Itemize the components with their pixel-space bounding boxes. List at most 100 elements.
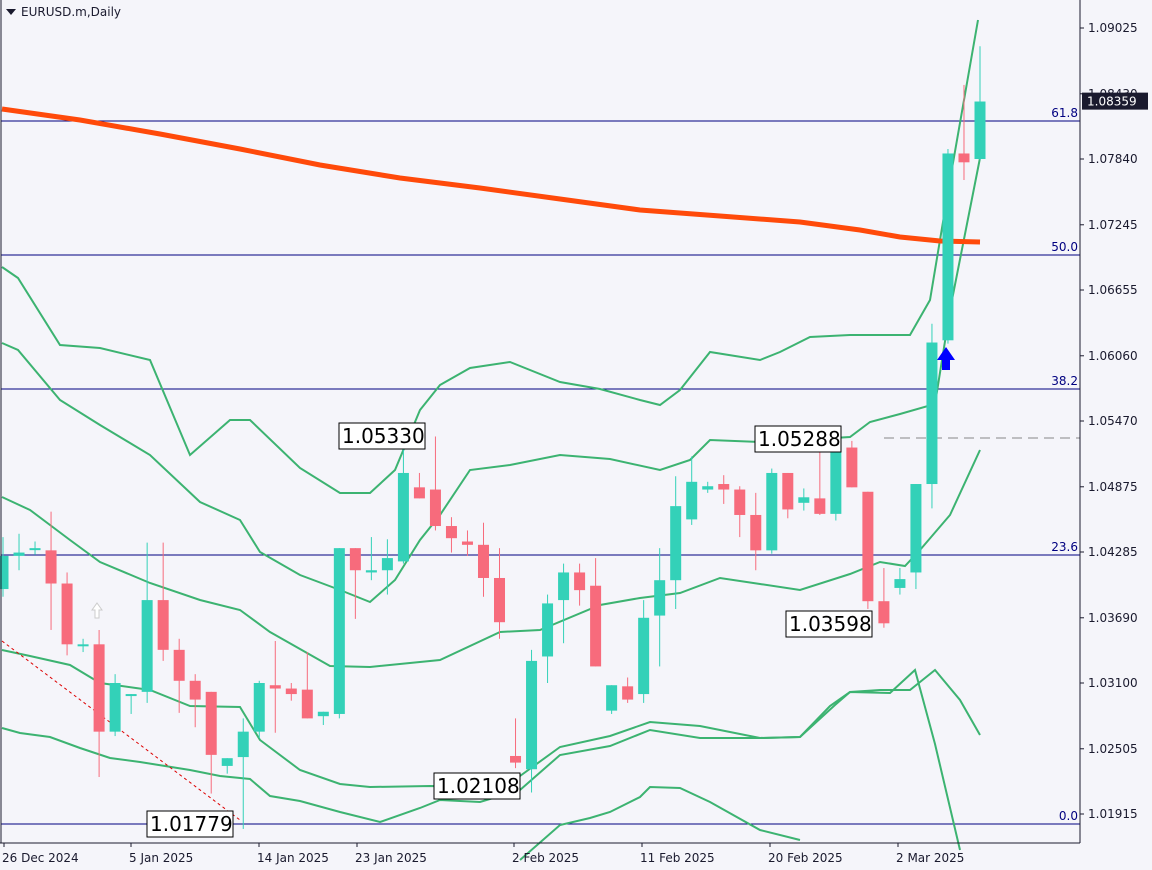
bull-candle xyxy=(333,548,345,714)
bull-candle xyxy=(141,600,153,692)
bull-candle xyxy=(109,683,121,732)
current-price-label: 1.08359 xyxy=(1087,95,1137,109)
price-tick-label: 1.05470 xyxy=(1088,414,1138,428)
bull-candle xyxy=(253,683,265,732)
fib-level-label: 61.8 xyxy=(1051,106,1078,120)
price-tick-label: 1.07245 xyxy=(1088,218,1138,232)
signal-arrows xyxy=(91,347,955,619)
price-tick-label: 1.06060 xyxy=(1088,349,1138,363)
price-label-box xyxy=(785,610,873,638)
bull-candle xyxy=(910,484,922,573)
bear-candle xyxy=(461,541,473,545)
buy-arrow-icon xyxy=(937,347,955,370)
price-tick-label: 1.09025 xyxy=(1088,21,1138,35)
time-tick-label: 26 Dec 2024 xyxy=(2,851,79,865)
bear-candle xyxy=(494,577,506,623)
dropdown-triangle-icon[interactable] xyxy=(6,9,16,15)
bull-candle xyxy=(397,472,409,562)
bear-candle xyxy=(413,487,425,499)
sell-arrow-icon xyxy=(91,602,103,619)
bull-candle xyxy=(702,486,714,490)
bull-candle xyxy=(317,711,329,717)
bull-candle xyxy=(77,644,89,647)
bull-candle xyxy=(830,445,842,514)
fib-level-label: 38.2 xyxy=(1051,374,1078,388)
bear-candle xyxy=(814,498,826,514)
bull-candle xyxy=(558,572,570,601)
bull-candle xyxy=(670,506,682,581)
bull-candle xyxy=(798,497,810,503)
price-tick-label: 1.03100 xyxy=(1088,676,1138,690)
bull-candle xyxy=(0,555,9,590)
price-label-text: 1.02108 xyxy=(437,774,520,798)
bear-candle xyxy=(285,688,297,695)
price-label-text: 1.03598 xyxy=(789,612,872,636)
time-tick-label: 14 Jan 2025 xyxy=(257,851,329,865)
bear-candle xyxy=(189,680,201,700)
time-tick-label: 5 Jan 2025 xyxy=(129,851,193,865)
price-tick-label: 1.02505 xyxy=(1088,742,1138,756)
bear-candle xyxy=(173,649,185,681)
bull-candle xyxy=(638,617,650,695)
trendline-dotted xyxy=(1,640,241,821)
time-tick-label: 11 Feb 2025 xyxy=(640,851,715,865)
bear-candle xyxy=(61,583,73,645)
price-tick-label: 1.07840 xyxy=(1088,152,1138,166)
bear-candle xyxy=(734,489,746,515)
time-axis[interactable]: 26 Dec 2024 5 Jan 2025 14 Jan 2025 23 Jan 2… xyxy=(2,843,964,865)
bear-candle xyxy=(477,544,489,578)
bull-candle xyxy=(237,731,249,758)
bollinger-bands xyxy=(1,19,981,861)
moving-average xyxy=(1,106,981,245)
bear-candle xyxy=(782,472,794,510)
price-tick-label: 1.04285 xyxy=(1088,545,1138,559)
price-tick-label: 1.06655 xyxy=(1088,283,1138,297)
price-tick-label: 1.01915 xyxy=(1088,807,1138,821)
price-label-box xyxy=(338,422,426,450)
price-label-text: 1.05330 xyxy=(342,424,425,448)
bull-candle xyxy=(606,685,618,711)
bear-candle xyxy=(622,686,634,700)
bull-candle xyxy=(926,342,938,485)
candlesticks xyxy=(0,46,986,829)
time-tick-label: 2 Mar 2025 xyxy=(896,851,964,865)
band-line xyxy=(1,449,981,669)
symbol-timeframe-label: EURUSD.m,Daily xyxy=(21,5,122,19)
bull-candle xyxy=(686,481,698,520)
bear-candle xyxy=(45,550,57,584)
price-axis[interactable]: 1.090251.084301.078401.072451.066551.060… xyxy=(1080,21,1148,821)
trendline xyxy=(1,640,241,821)
price-tick-label: 1.03690 xyxy=(1088,611,1138,625)
bull-candle xyxy=(654,580,666,616)
bull-candle xyxy=(942,153,954,341)
price-tick-label: 1.04875 xyxy=(1088,480,1138,494)
ma-line xyxy=(1,106,981,245)
bull-candle xyxy=(365,570,377,573)
band-line xyxy=(1,157,981,604)
chart-title[interactable]: EURUSD.m,Daily xyxy=(6,5,121,19)
time-tick-label: 23 Jan 2025 xyxy=(355,851,427,865)
bull-candle xyxy=(29,548,41,551)
bull-candle xyxy=(13,552,25,556)
bear-candle xyxy=(590,585,602,667)
bear-candle xyxy=(429,489,441,527)
price-label-box xyxy=(754,425,842,453)
fib-level-label: 0.0 xyxy=(1059,809,1078,823)
band-line xyxy=(519,785,801,861)
time-tick-label: 2 Feb 2025 xyxy=(512,851,579,865)
price-annotations: 1.05330 1.05288 1.03598 1.02108 1.01779 xyxy=(146,422,873,838)
fib-level-label: 50.0 xyxy=(1051,240,1078,254)
bear-candle xyxy=(750,514,762,551)
bear-candle xyxy=(301,689,313,719)
bear-candle xyxy=(846,447,858,488)
bear-candle xyxy=(157,600,169,650)
bear-candle xyxy=(510,755,522,763)
price-label-box xyxy=(433,772,521,800)
price-label-text: 1.01779 xyxy=(150,812,233,836)
bull-candle xyxy=(125,694,137,697)
bear-candle xyxy=(445,526,457,539)
fib-level-label: 23.6 xyxy=(1051,540,1078,554)
bear-candle xyxy=(574,572,586,591)
bull-candle xyxy=(542,603,554,657)
